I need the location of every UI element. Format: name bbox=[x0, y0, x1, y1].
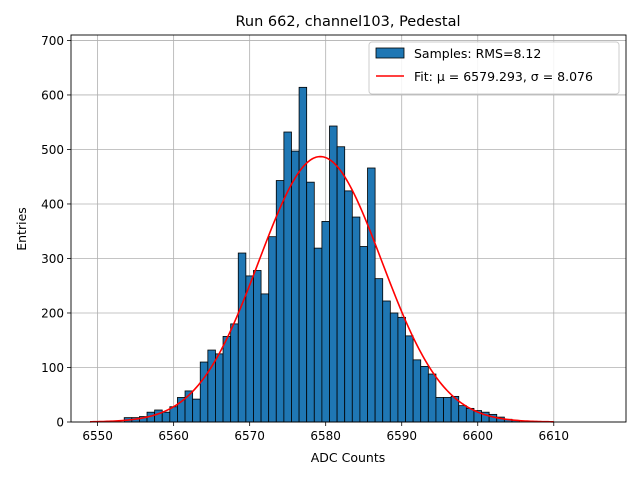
y-axis-label: Entries bbox=[14, 207, 29, 251]
histogram-bar bbox=[344, 190, 353, 423]
histogram-bar bbox=[427, 373, 437, 423]
histogram-bar bbox=[336, 146, 346, 423]
histogram-bar bbox=[412, 359, 422, 423]
histogram-bar bbox=[374, 278, 384, 423]
histogram-bar bbox=[199, 361, 209, 423]
histogram-bar bbox=[443, 397, 452, 423]
histogram-bar bbox=[260, 293, 270, 423]
histogram-bar bbox=[215, 353, 224, 423]
x-axis-label: ADC Counts bbox=[311, 450, 386, 465]
histogram-bar bbox=[161, 411, 171, 423]
chart-title: Run 662, channel103, Pedestal bbox=[235, 14, 460, 30]
legend: Samples: RMS=8.12 Fit: μ = 6579.293, σ =… bbox=[368, 41, 620, 95]
histogram-bar bbox=[222, 336, 232, 423]
histogram-bar bbox=[420, 366, 429, 423]
y-axis-ticks: 0 100 200 300 400 500 600 700 bbox=[41, 34, 71, 430]
y-tick-label: 400 bbox=[41, 197, 64, 211]
legend-box bbox=[368, 41, 620, 95]
histogram-bar bbox=[192, 398, 201, 423]
y-tick-label: 0 bbox=[56, 416, 64, 430]
histogram-bar bbox=[397, 316, 406, 423]
y-tick-label: 500 bbox=[41, 143, 64, 157]
legend-bar-swatch bbox=[375, 47, 405, 59]
histogram-bar bbox=[237, 252, 247, 423]
y-tick-label: 600 bbox=[41, 88, 64, 102]
histogram-bar bbox=[405, 335, 414, 423]
histogram-bar bbox=[154, 409, 163, 423]
histogram-bar bbox=[253, 270, 262, 423]
x-tick-label: 6590 bbox=[386, 429, 417, 443]
histogram-bar bbox=[359, 246, 368, 423]
histogram-bar bbox=[435, 397, 444, 423]
y-tick-label: 200 bbox=[41, 306, 64, 320]
histogram-bar bbox=[382, 300, 391, 423]
y-tick-label: 300 bbox=[41, 252, 64, 266]
histogram-bar bbox=[230, 323, 239, 423]
x-tick-label: 6580 bbox=[310, 429, 341, 443]
histogram-bar bbox=[306, 181, 315, 423]
plot-frame bbox=[70, 34, 627, 423]
y-tick-label: 100 bbox=[41, 361, 64, 375]
x-tick-label: 6560 bbox=[158, 429, 189, 443]
histogram-bar bbox=[389, 312, 399, 423]
histogram-bar bbox=[283, 131, 292, 423]
histogram-bar bbox=[291, 150, 300, 423]
histogram-bar bbox=[351, 216, 361, 423]
histogram-bar bbox=[321, 221, 330, 423]
x-tick-label: 6600 bbox=[462, 429, 493, 443]
fit-curve bbox=[89, 155, 554, 423]
x-axis-ticks: 6550 6560 6570 6580 6590 6600 6610 bbox=[82, 422, 569, 443]
x-tick-label: 6550 bbox=[82, 429, 113, 443]
histogram-bar bbox=[298, 86, 308, 423]
histogram-bar bbox=[458, 405, 467, 423]
legend-samples-label: Samples: RMS=8.12 bbox=[414, 46, 541, 61]
histogram-bar bbox=[329, 125, 338, 423]
x-tick-label: 6610 bbox=[539, 429, 570, 443]
histogram-bar bbox=[367, 167, 376, 423]
y-tick-label: 700 bbox=[41, 34, 64, 48]
histogram-bar bbox=[245, 275, 254, 423]
legend-fit-label: Fit: μ = 6579.293, σ = 8.076 bbox=[414, 69, 593, 84]
histogram-bar bbox=[275, 180, 285, 423]
x-tick-label: 6570 bbox=[234, 429, 265, 443]
histogram-bar bbox=[313, 247, 323, 423]
histogram-bar bbox=[268, 236, 277, 423]
